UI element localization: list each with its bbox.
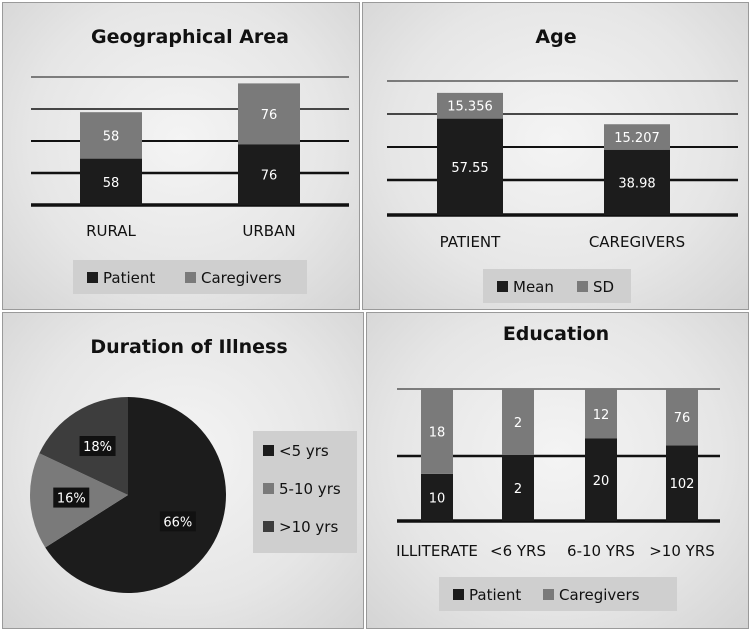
x-tick-label: PATIENT — [440, 233, 501, 251]
data-label: 12 — [593, 408, 610, 423]
bar-patient-10-yrs — [666, 445, 698, 521]
age-chart: Age 57.55 15.356 PATIENT 38.98 15.207 CAREGIVE… — [387, 26, 738, 303]
legend-swatch-mean — [497, 281, 508, 292]
legend-label: >10 yrs — [279, 518, 338, 536]
legend-swatch-10-yrs — [263, 521, 274, 532]
bar-patient-illiterate — [421, 473, 453, 521]
panel-geographical-area: Geographical Area 58 58 RURAL 76 76 URBAN Patie… — [2, 2, 360, 310]
panel-education: Education 10 18 ILLITERATE 2 2 <6 YRS 20 12 6-10 … — [366, 312, 749, 629]
chart-title: Duration of Illness — [90, 336, 287, 358]
bar-caregivers-10-yrs — [666, 389, 698, 446]
data-label: 18 — [429, 425, 446, 440]
x-tick-label: CAREGIVERS — [589, 233, 685, 251]
chart-title: Geographical Area — [91, 26, 289, 48]
bar-mean-patient — [437, 118, 503, 215]
data-label: 15.207 — [614, 131, 660, 146]
bar-patient-6-10-yrs — [585, 438, 617, 521]
bar-patient-rural — [80, 158, 142, 205]
data-label: 20 — [593, 474, 610, 489]
data-label: 76 — [261, 169, 278, 184]
data-label: 66% — [163, 515, 192, 530]
x-tick-label: 6-10 YRS — [567, 542, 635, 560]
data-label: 2 — [514, 482, 522, 497]
legend-box — [439, 577, 677, 611]
data-label: 58 — [103, 176, 120, 191]
data-label: 76 — [674, 411, 691, 426]
duration-of-illness-chart: Duration of Illness 66% 16% 18% <5 yrs 5-10 y… — [30, 336, 357, 593]
bar-sd-caregivers — [604, 124, 670, 150]
legend-label: Patient — [469, 586, 521, 604]
legend-swatch-caregivers — [185, 272, 196, 283]
x-tick-label: <6 YRS — [490, 542, 546, 560]
legend-label: Caregivers — [559, 586, 640, 604]
legend-swatch-5-10-yrs — [263, 483, 274, 494]
x-tick-label: URBAN — [242, 222, 295, 240]
bar-mean-caregivers — [604, 149, 670, 215]
legend-swatch-patient — [87, 272, 98, 283]
legend-swatch-sd — [577, 281, 588, 292]
pie-slice-5-yrs — [45, 397, 227, 593]
data-label: 38.98 — [618, 176, 655, 191]
bar-caregivers-urban — [238, 83, 300, 145]
bar-caregivers-6-yrs — [502, 389, 534, 455]
data-label: 102 — [670, 477, 695, 492]
data-label-box — [159, 511, 196, 532]
bar-caregivers-6-10-yrs — [585, 389, 617, 439]
data-label: 2 — [514, 416, 522, 431]
data-label: 10 — [429, 491, 446, 506]
bar-caregivers-illiterate — [421, 389, 453, 474]
x-tick-label: >10 YRS — [649, 542, 715, 560]
panel-duration-of-illness: Duration of Illness 66% 16% 18% <5 yrs 5-10 y… — [2, 312, 364, 629]
data-label: 58 — [103, 129, 120, 144]
legend-label: SD — [593, 278, 614, 296]
data-label: 15.356 — [447, 100, 493, 115]
bar-patient-urban — [238, 144, 300, 205]
legend-label: Patient — [103, 269, 155, 287]
x-tick-label: ILLITERATE — [396, 542, 478, 560]
data-label-box — [53, 487, 90, 508]
education-chart: Education 10 18 ILLITERATE 2 2 <6 YRS 20 12 6-10 … — [396, 323, 720, 611]
chart-title: Education — [503, 323, 609, 345]
bar-caregivers-rural — [80, 112, 142, 159]
legend-swatch-5-yrs — [263, 445, 274, 456]
legend-swatch-caregivers — [543, 589, 554, 600]
chart-title: Age — [535, 26, 576, 48]
legend-label: Caregivers — [201, 269, 282, 287]
bar-sd-patient — [437, 92, 503, 119]
data-label: 16% — [57, 492, 86, 507]
geographical-area-chart: Geographical Area 58 58 RURAL 76 76 URBAN Patie… — [31, 26, 349, 294]
legend-swatch-patient — [453, 589, 464, 600]
data-label: 57.55 — [451, 161, 488, 176]
data-label: 18% — [83, 440, 112, 455]
bar-patient-6-yrs — [502, 455, 534, 521]
legend-label: <5 yrs — [279, 442, 329, 460]
legend-label: Mean — [513, 278, 554, 296]
panel-age: Age 57.55 15.356 PATIENT 38.98 15.207 CAREGIVE… — [362, 2, 749, 310]
data-label-box — [79, 436, 116, 457]
data-label: 76 — [261, 108, 278, 123]
x-tick-label: RURAL — [86, 222, 136, 240]
legend-label: 5-10 yrs — [279, 480, 341, 498]
